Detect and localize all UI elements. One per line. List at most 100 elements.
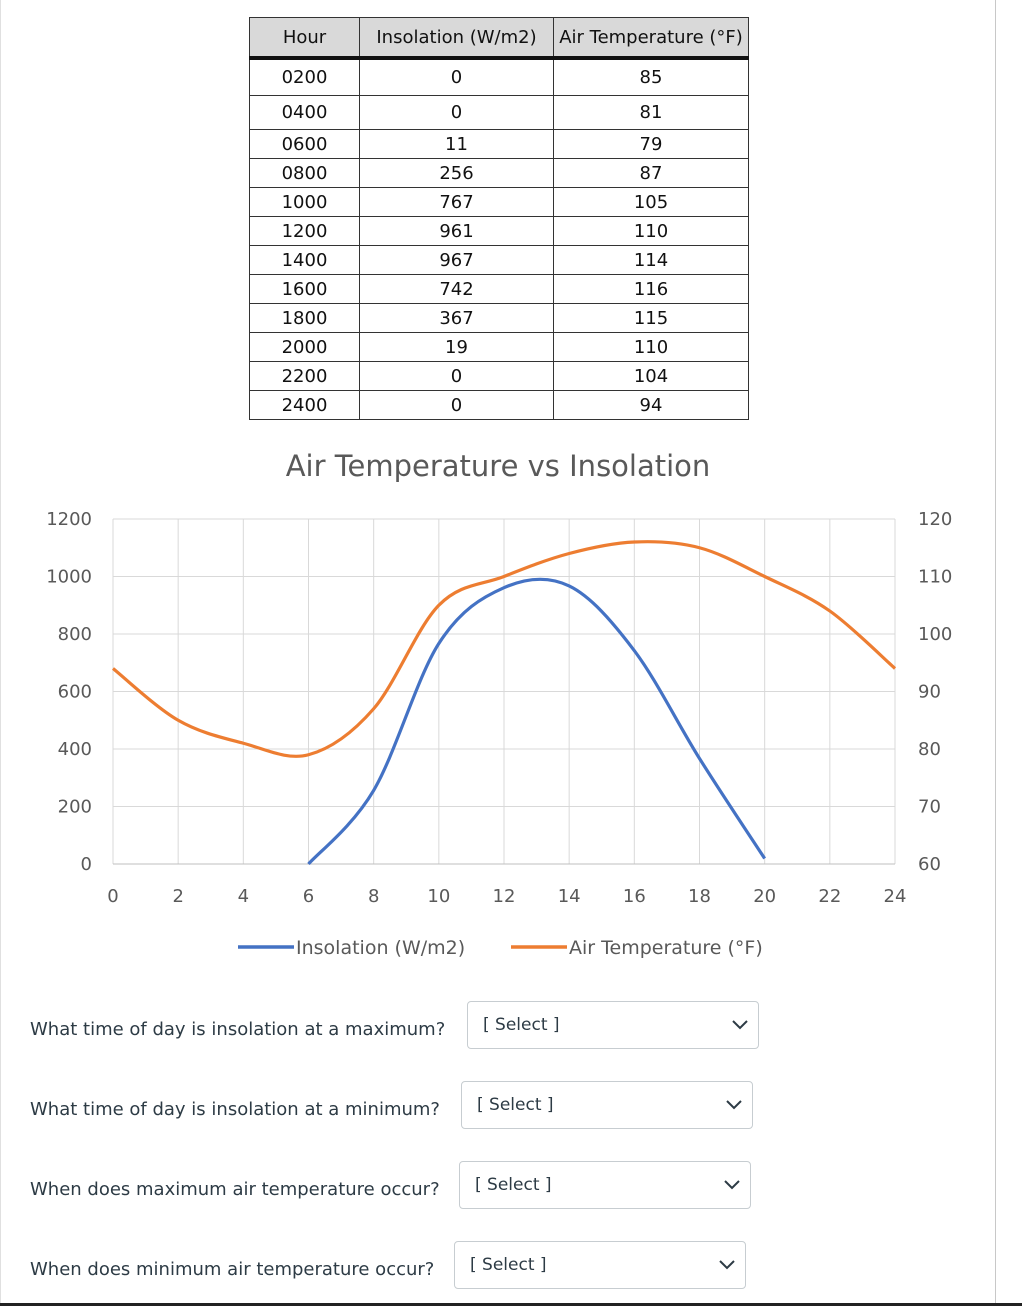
y-left-tick-label: 200 [58,797,92,818]
series-line-insolation [307,577,767,866]
table-cell: 767 [359,187,554,217]
question-text: What time of day is insolation at a maxi… [30,1019,446,1040]
table-cell: 2200 [249,361,360,391]
table-row: 1000 767 105 [249,187,749,217]
table-row: 0200 0 85 [249,57,749,96]
y-right-tick-label: 90 [918,682,941,703]
table-cell: 967 [359,245,554,275]
table-row: 1200 961 110 [249,216,749,246]
legend-label: Air Temperature (°F) [569,937,763,959]
table-row: 1800 367 115 [249,303,749,333]
x-tick-label: 8 [368,886,379,907]
answer-select[interactable]: [ Select ] [454,1241,746,1289]
select-value: [ Select ] [483,1015,560,1035]
table-cell: 2000 [249,332,360,362]
answer-select[interactable]: [ Select ] [467,1001,759,1049]
select-value: [ Select ] [475,1175,552,1195]
content-border [995,0,996,1306]
legend-label: Insolation (W/m2) [296,937,465,959]
table-cell: 961 [359,216,554,246]
chevron-down-icon [719,1260,735,1270]
x-tick-label: 10 [427,886,450,907]
chevron-down-icon [732,1020,748,1030]
table-cell: 0200 [249,57,360,96]
x-tick-label: 14 [558,886,581,907]
x-tick-label: 22 [818,886,841,907]
table-cell: 116 [553,274,749,304]
table-cell: 2400 [249,390,360,420]
table-row: 2200 0 104 [249,361,749,391]
y-right-tick-label: 100 [918,624,952,645]
table-cell: 742 [359,274,554,304]
x-tick-label: 12 [493,886,516,907]
table-cell: 114 [553,245,749,275]
column-header: Air Temperature (°F) [553,17,749,60]
table-cell: 81 [553,95,749,130]
line-chart: Air Temperature vs Insolation02004006008… [46,449,952,959]
y-left-tick-label: 400 [58,739,92,760]
table-cell: 105 [553,187,749,217]
table-header-row: Hour Insolation (W/m2) Air Temperature (… [249,17,749,60]
x-tick-label: 16 [623,886,646,907]
y-left-tick-label: 1200 [46,509,92,530]
table-cell: 79 [553,129,749,159]
chart-title: Air Temperature vs Insolation [286,449,711,483]
y-left-tick-label: 600 [58,682,92,703]
table-row: 0800 256 87 [249,158,749,188]
table-row: 1400 967 114 [249,245,749,275]
table-cell: 19 [359,332,554,362]
column-header: Insolation (W/m2) [359,17,554,60]
y-right-tick-label: 60 [918,854,941,875]
x-tick-label: 24 [884,886,907,907]
question-text: When does minimum air temperature occur? [30,1259,435,1280]
bottom-border [0,1303,1022,1306]
question-text: When does maximum air temperature occur? [30,1179,440,1200]
table-cell: 367 [359,303,554,333]
x-tick-label: 20 [753,886,776,907]
table-cell: 0 [359,95,554,130]
table-cell: 104 [553,361,749,391]
x-tick-label: 2 [172,886,183,907]
table-cell: 0400 [249,95,360,130]
y-right-tick-label: 70 [918,797,941,818]
table-row: 2000 19 110 [249,332,749,362]
x-tick-label: 18 [688,886,711,907]
table-row: 0400 0 81 [249,95,749,130]
y-right-tick-label: 110 [918,567,952,588]
answer-select[interactable]: [ Select ] [461,1081,753,1129]
table-cell: 0800 [249,158,360,188]
table-cell: 1400 [249,245,360,275]
table-cell: 0600 [249,129,360,159]
column-header: Hour [249,17,360,60]
table-cell: 11 [359,129,554,159]
y-left-tick-label: 1000 [46,567,92,588]
x-tick-label: 0 [107,886,118,907]
select-value: [ Select ] [477,1095,554,1115]
y-right-tick-label: 80 [918,739,941,760]
table-cell: 87 [553,158,749,188]
data-table: Hour Insolation (W/m2) Air Temperature (… [249,17,749,420]
table-cell: 1600 [249,274,360,304]
table-cell: 110 [553,216,749,246]
table-cell: 1800 [249,303,360,333]
table-cell: 94 [553,390,749,420]
table-cell: 0 [359,361,554,391]
table-cell: 0 [359,57,554,96]
table-row: 1600 742 116 [249,274,749,304]
y-left-tick-label: 0 [81,854,92,875]
table-cell: 0 [359,390,554,420]
x-tick-label: 4 [238,886,249,907]
table-cell: 110 [553,332,749,362]
select-value: [ Select ] [470,1255,547,1275]
table-cell: 1000 [249,187,360,217]
table-cell: 1200 [249,216,360,246]
table-row: 0600 11 79 [249,129,749,159]
left-border [0,0,1,1306]
table-row: 2400 0 94 [249,390,749,420]
chevron-down-icon [724,1180,740,1190]
x-tick-label: 6 [303,886,314,907]
chevron-down-icon [726,1100,742,1110]
table-cell: 256 [359,158,554,188]
y-left-tick-label: 800 [58,624,92,645]
answer-select[interactable]: [ Select ] [459,1161,751,1209]
